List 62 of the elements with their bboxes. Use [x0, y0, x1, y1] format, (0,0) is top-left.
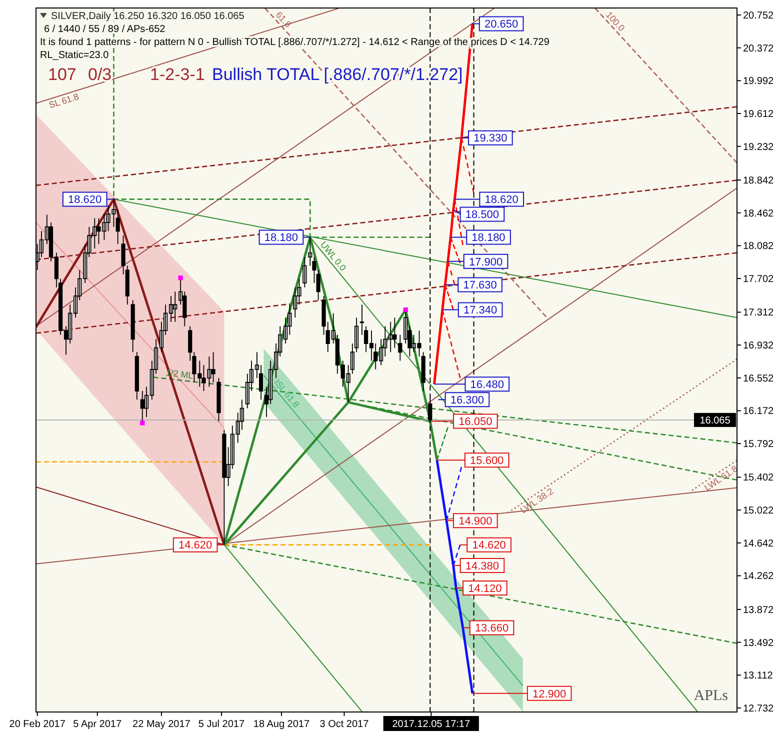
y-tick-label: 19.612	[743, 108, 774, 120]
annotation: 18.620	[68, 194, 102, 206]
y-tick-label: 13.872	[743, 604, 774, 616]
annotation: 14.620	[472, 540, 506, 552]
annotation: 0/3	[88, 65, 112, 84]
annotation: 17.630	[463, 280, 497, 292]
y-tick-label: 15.792	[743, 439, 774, 450]
annotation: 15.600	[470, 454, 504, 467]
annotation: 18.180	[472, 232, 506, 244]
annotation: 19.330	[474, 132, 508, 145]
text: SL 61.8	[48, 91, 80, 110]
annotation: 18.500	[465, 209, 500, 222]
x-tick-label: 18 Aug 2017	[253, 719, 310, 730]
text: LWL 61.8	[702, 464, 740, 493]
x-tick-label: 3 Oct 2017	[320, 719, 370, 730]
x-tick-label: 5 Jul 2017	[198, 719, 245, 730]
y-tick-label: 17.312	[743, 308, 774, 319]
text: 6 / 1440 / 55 / 89 / APs-652	[44, 24, 166, 35]
annotation: 13.660	[474, 622, 509, 635]
annotation: 14.620	[178, 540, 212, 552]
y-tick-label: 19.992	[743, 76, 774, 88]
y-tick-label: 20.752	[743, 10, 774, 22]
annotation: 16.480	[470, 378, 504, 391]
annotation: 14.120	[468, 582, 502, 595]
annotation: 14.380	[465, 560, 500, 572]
y-tick-label: 14.262	[743, 571, 774, 582]
y-tick-label: 19.232	[743, 142, 774, 153]
text: LWL 38.2	[518, 486, 556, 516]
annotation: 18.180	[264, 232, 298, 244]
annotation: 1-2-3-1	[150, 65, 205, 84]
y-tick-label: 13.492	[743, 638, 774, 649]
annotation: 17.340	[463, 304, 498, 317]
annotation: 14.900	[458, 515, 492, 528]
y-tick-label: 16.932	[743, 340, 774, 352]
x-tick-label: 20 Feb 2017	[9, 719, 66, 730]
chart-title: SILVER,Daily 16.250 16.320 16.050 16.065	[51, 11, 245, 22]
annotation: 107	[48, 65, 76, 84]
x-tick-label: 22 May 2017	[132, 719, 191, 730]
annotation: 16.050	[458, 416, 492, 428]
y-tick-label: 18.082	[743, 241, 774, 252]
y-tick-label: 20.372	[743, 43, 774, 54]
x-tick-label: 2017.12.05 17:17	[392, 719, 470, 730]
annotation: 12.900	[532, 688, 566, 700]
y-tick-label: 16.552	[743, 373, 774, 384]
y-tick-label: 16.172	[743, 406, 774, 418]
y-tick-label: 15.402	[743, 472, 774, 484]
annotation: APLs	[694, 688, 728, 704]
y-tick-label: 18.842	[743, 176, 774, 187]
x-tick-label: 5 Apr 2017	[73, 719, 122, 730]
y-tick-label: 14.642	[743, 538, 774, 550]
y-tick-label: 17.702	[743, 274, 774, 286]
annotation: 20.650	[484, 18, 518, 31]
annotation: 18.620	[484, 194, 518, 206]
annotation: RL_Static=23.0	[40, 50, 110, 61]
annotation: 17.900	[468, 256, 503, 268]
text: 1/2 ML	[165, 368, 194, 381]
annotation: 16.300	[450, 394, 484, 407]
y-tick-label: 12.732	[743, 703, 774, 714]
y-tick-label: 15.022	[743, 506, 774, 517]
y-tick-label: 13.112	[743, 670, 774, 682]
y-tick-label: 18.462	[743, 208, 774, 220]
ref-line-label: 16.065	[700, 415, 731, 426]
